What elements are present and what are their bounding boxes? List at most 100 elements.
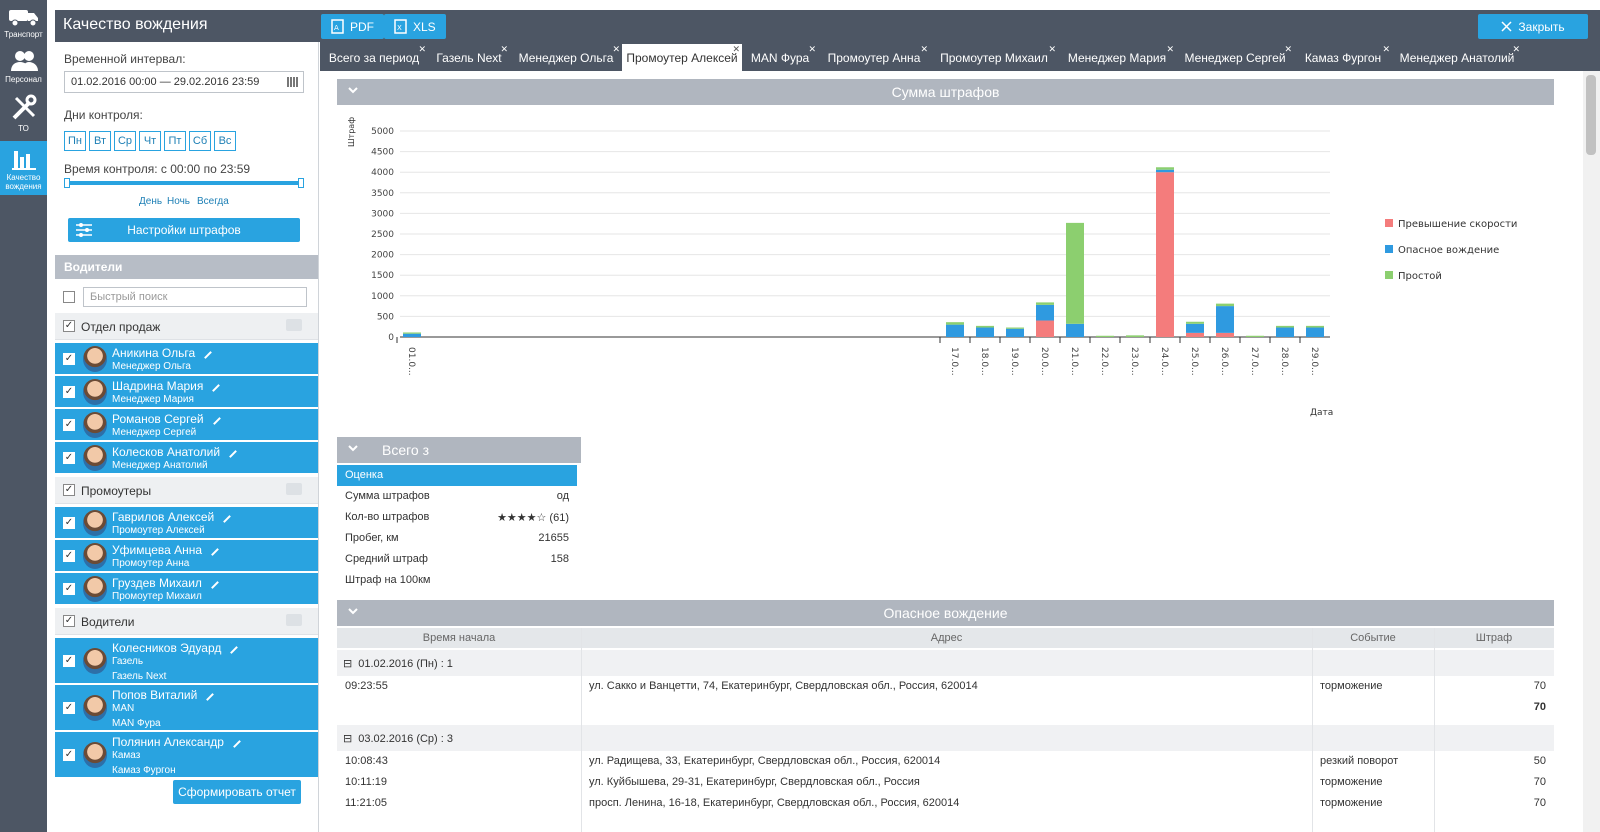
tab-driver[interactable]: Промоутер Алексей ✕	[622, 44, 742, 71]
driver-checkbox[interactable]: ✓	[63, 386, 75, 398]
legend-item[interactable]: Опасное вождение	[1398, 245, 1499, 256]
column-header[interactable]: Адрес	[930, 632, 963, 644]
tab-driver[interactable]: Промоутер Анна ✕	[827, 44, 928, 65]
bar-segment[interactable]	[1186, 323, 1204, 333]
nav-transport[interactable]: Транспорт	[0, 0, 47, 43]
edit-icon[interactable]	[199, 346, 213, 359]
preset-always-link[interactable]: Всегда	[197, 196, 229, 207]
day-toggle-wed[interactable]: Ср	[114, 131, 136, 151]
comment-icon[interactable]	[286, 614, 302, 626]
edit-icon[interactable]	[224, 445, 237, 458]
driver-checkbox[interactable]: ✓	[63, 583, 75, 595]
bar-segment[interactable]	[403, 333, 421, 337]
driver-checkbox[interactable]: ✓	[63, 517, 75, 529]
tab-driver[interactable]: Промоутер Михаил ✕	[940, 44, 1056, 65]
driver-group[interactable]: ✓ Отдел продаж	[55, 313, 318, 340]
bar-segment[interactable]	[403, 332, 421, 334]
pdf-button[interactable]: A PDF	[321, 14, 384, 39]
bar-segment[interactable]	[1156, 172, 1174, 337]
tab-close-icon[interactable]: ✕	[1166, 44, 1174, 54]
bar-segment[interactable]	[976, 325, 994, 328]
time-range-slider[interactable]	[64, 178, 304, 188]
nav-maintenance[interactable]: ТО	[0, 88, 47, 137]
bar-segment[interactable]	[1216, 332, 1234, 337]
driver-row[interactable]: ✓ Романов Сергей Менеджер Сергей	[55, 409, 318, 441]
bar-segment[interactable]	[976, 327, 994, 337]
bar-segment[interactable]	[1126, 335, 1144, 337]
legend-item[interactable]: Превышение скорости	[1398, 219, 1517, 230]
chevron-down-icon[interactable]	[347, 84, 359, 96]
collapse-icon[interactable]: ⊟	[343, 733, 353, 745]
driver-checkbox[interactable]: ✓	[63, 702, 75, 714]
table-group-row[interactable]: ⊟ 03.02.2016 (Ср) : 3	[337, 725, 1554, 751]
nav-driving-quality[interactable]: Качество вождения	[0, 141, 47, 195]
day-toggle-sat[interactable]: Сб	[189, 131, 211, 151]
interval-input[interactable]: 01.02.2016 00:00 — 29.02.2016 23:59	[64, 71, 304, 93]
tab-driver[interactable]: Всего за период ✕	[328, 44, 426, 65]
fines-chart-header[interactable]: Сумма штрафов	[337, 79, 1554, 105]
tab-driver[interactable]: Камаз Фургон ✕	[1304, 44, 1390, 65]
quick-search-input[interactable]: Быстрый поиск	[83, 287, 307, 307]
tab-close-icon[interactable]: ✕	[418, 44, 426, 54]
driver-row[interactable]: ✓ Аникина Ольга Менеджер Ольга	[55, 343, 318, 375]
driver-checkbox[interactable]: ✓	[63, 655, 75, 667]
bar-segment[interactable]	[1066, 222, 1084, 324]
edit-icon[interactable]	[206, 576, 219, 589]
tab-close-icon[interactable]: ✕	[920, 44, 928, 54]
danger-header[interactable]: Опасное вождение	[337, 600, 1554, 626]
edit-icon[interactable]	[218, 510, 232, 523]
driver-checkbox[interactable]: ✓	[63, 550, 75, 562]
tab-close-icon[interactable]: ✕	[732, 44, 740, 54]
driver-group[interactable]: ✓ Промоутеры	[55, 477, 318, 504]
tab-close-icon[interactable]: ✕	[1048, 44, 1056, 54]
slider-handle-end[interactable]	[298, 178, 304, 188]
bar-segment[interactable]	[1276, 327, 1294, 337]
driver-row[interactable]: ✓ Полянин Александр Камаз Камаз Фургон	[55, 732, 318, 778]
bar-segment[interactable]	[1036, 320, 1054, 337]
driver-row[interactable]: ✓ Колесников Эдуард Газель Газель Next	[55, 638, 318, 684]
fine-settings-button[interactable]: Настройки штрафов	[68, 218, 300, 242]
tab-driver[interactable]: MAN Фура ✕	[750, 44, 816, 65]
tab-close-icon[interactable]: ✕	[1382, 44, 1390, 54]
summary-header[interactable]: Всего з	[337, 437, 581, 463]
bar-segment[interactable]	[1216, 303, 1234, 307]
chevron-down-icon[interactable]	[347, 605, 359, 617]
tab-driver[interactable]: Менеджер Сергей ✕	[1184, 44, 1292, 65]
bar-segment[interactable]	[1006, 328, 1024, 337]
driver-checkbox[interactable]: ✓	[63, 749, 75, 761]
column-header[interactable]: Штраф	[1475, 632, 1513, 644]
edit-icon[interactable]	[207, 412, 221, 425]
driver-checkbox[interactable]: ✓	[63, 419, 75, 431]
select-all-checkbox[interactable]	[63, 291, 75, 303]
group-checkbox[interactable]: ✓	[63, 320, 75, 332]
nav-personnel[interactable]: Персонал	[0, 43, 47, 88]
driver-checkbox[interactable]: ✓	[63, 353, 75, 365]
driver-row[interactable]: ✓ Попов Виталий MAN MAN Фура	[55, 685, 318, 731]
bar-segment[interactable]	[1306, 325, 1324, 328]
driver-checkbox[interactable]: ✓	[63, 452, 75, 464]
bar-segment[interactable]	[946, 324, 964, 337]
column-header[interactable]: Время начала	[422, 632, 496, 644]
bar-segment[interactable]	[946, 322, 964, 325]
bar-segment[interactable]	[1066, 323, 1084, 337]
edit-icon[interactable]	[206, 543, 219, 556]
xls-button[interactable]: X XLS	[384, 14, 446, 39]
bar-segment[interactable]	[1186, 332, 1204, 337]
bar-segment[interactable]	[1186, 321, 1204, 324]
edit-icon[interactable]	[201, 688, 215, 701]
bar-segment[interactable]	[1096, 335, 1114, 337]
tab-close-icon[interactable]: ✕	[808, 44, 816, 54]
tab-close-icon[interactable]: ✕	[1512, 44, 1520, 54]
main-scrollbar[interactable]	[1583, 71, 1600, 832]
scrollbar-thumb[interactable]	[1586, 75, 1596, 155]
preset-night-link[interactable]: Ночь	[167, 196, 190, 207]
table-group-row[interactable]: ⊟ 01.02.2016 (Пн) : 1	[337, 650, 1554, 676]
collapse-icon[interactable]: ⊟	[343, 658, 353, 670]
bar-segment[interactable]	[1246, 335, 1264, 337]
edit-icon[interactable]	[207, 379, 221, 392]
tab-close-icon[interactable]: ✕	[612, 44, 620, 54]
driver-row[interactable]: ✓ Гаврилов Алексей Промоутер Алексей	[55, 507, 318, 539]
column-header[interactable]: Событие	[1350, 632, 1396, 644]
tab-close-icon[interactable]: ✕	[1284, 44, 1292, 54]
bar-segment[interactable]	[1276, 325, 1294, 328]
